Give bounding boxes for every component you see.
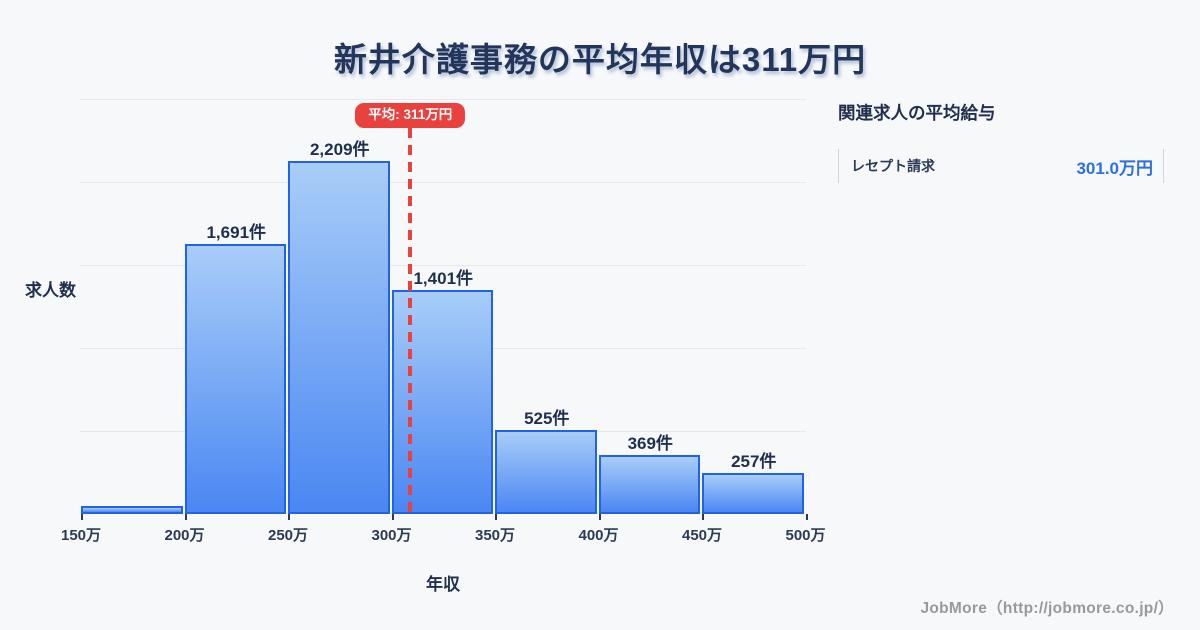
average-badge: 平均: 311万円 <box>355 103 466 128</box>
x-tick-label: 350万 <box>474 527 516 544</box>
related-jobs-heading: 関連求人の平均給与 <box>838 103 996 123</box>
x-tick-label: 250万 <box>267 527 309 544</box>
histogram-bar <box>495 430 597 514</box>
related-job-salary: 301.0万円 <box>1076 158 1153 178</box>
related-job-row: レセプト請求 301.0万円 <box>838 149 1164 183</box>
x-tick <box>184 514 187 520</box>
histogram-bar <box>81 506 183 514</box>
x-tick <box>702 514 704 520</box>
gridline <box>80 265 806 266</box>
y-axis-label: 求人数 <box>25 281 76 300</box>
related-job-label: レセプト請求 <box>851 158 935 174</box>
bar-value-label: 369件 <box>627 434 673 453</box>
x-tick-label: 500万 <box>785 527 826 544</box>
histogram-bar <box>288 161 390 514</box>
x-tick-label: 150万 <box>60 527 102 544</box>
x-tick <box>288 514 290 520</box>
x-tick-label: 200万 <box>164 527 205 544</box>
page-title: 新井介護事務の平均年収は311万円 <box>333 41 867 78</box>
x-tick <box>805 514 808 520</box>
x-tick <box>598 514 601 520</box>
bar-value-label: 525件 <box>524 409 570 428</box>
related-jobs-panel: 関連求人の平均給与 レセプト請求 301.0万円 <box>838 100 1164 183</box>
x-tick-label: 300万 <box>371 527 412 544</box>
bar-value-label: 1,401件 <box>413 269 474 288</box>
salary-histogram: 1,691件 2,209件 1,401件 525件 369件 257件 150万 200万 2… <box>25 99 826 594</box>
x-tick <box>81 514 83 520</box>
histogram-bar <box>598 455 700 514</box>
footer-credit: JobMore（http://jobmore.co.jp/） <box>920 600 1174 617</box>
gridline <box>80 99 806 100</box>
x-tick <box>391 514 394 520</box>
histogram-bar <box>184 244 286 514</box>
average-line <box>408 128 413 514</box>
x-tick <box>495 514 497 520</box>
gridline <box>80 182 806 183</box>
bar-value-label: 2,209件 <box>309 140 370 159</box>
histogram-bar <box>702 473 804 514</box>
bar-value-label: 1,691件 <box>206 223 267 242</box>
x-tick-label: 450万 <box>681 527 723 544</box>
x-tick-label: 400万 <box>578 527 619 544</box>
x-axis-label: 年収 <box>426 575 460 594</box>
bar-value-label: 257件 <box>731 452 777 471</box>
histogram-bar <box>391 290 493 514</box>
